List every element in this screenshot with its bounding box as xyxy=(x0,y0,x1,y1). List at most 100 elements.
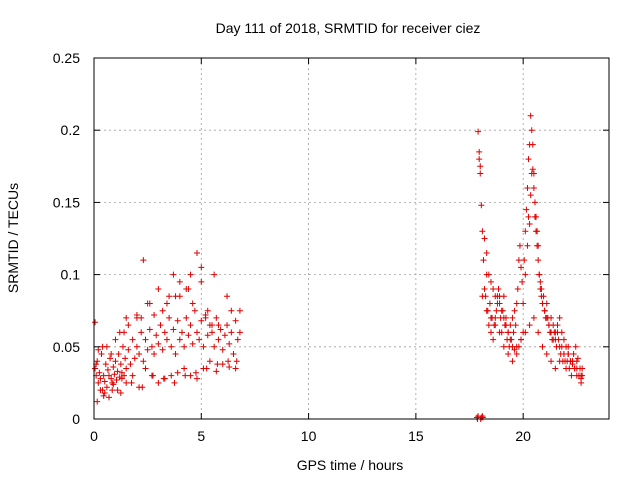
data-point xyxy=(171,379,178,386)
data-point xyxy=(111,371,118,378)
data-point xyxy=(520,300,527,307)
data-point xyxy=(198,264,205,271)
data-point xyxy=(92,319,99,326)
data-point xyxy=(496,329,503,336)
data-point xyxy=(211,343,218,350)
data-point xyxy=(102,361,109,368)
data-point xyxy=(110,364,117,371)
data-point xyxy=(106,394,113,401)
data-point xyxy=(172,351,179,358)
data-point xyxy=(114,387,121,394)
data-point xyxy=(142,365,149,372)
data-point xyxy=(211,271,218,278)
data-point xyxy=(487,314,494,321)
data-point xyxy=(140,358,147,365)
data-point xyxy=(485,322,492,329)
data-point xyxy=(528,170,535,177)
data-point xyxy=(236,307,243,314)
data-point xyxy=(537,278,544,285)
data-point xyxy=(194,375,200,382)
data-point xyxy=(203,365,210,372)
x-tick-label: 0 xyxy=(90,428,98,444)
data-point xyxy=(539,343,546,350)
data-point xyxy=(224,293,231,300)
data-point xyxy=(194,249,200,256)
axis-ticks xyxy=(93,57,609,420)
data-point xyxy=(139,384,146,391)
data-point xyxy=(565,343,572,350)
data-point xyxy=(525,213,532,220)
data-point xyxy=(579,365,586,372)
data-point xyxy=(181,365,188,372)
data-point xyxy=(521,257,528,264)
data-point xyxy=(495,286,502,293)
data-point xyxy=(477,170,484,177)
data-point xyxy=(490,336,497,343)
data-point xyxy=(541,307,548,314)
data-point xyxy=(217,326,224,333)
data-point xyxy=(529,166,536,173)
data-point xyxy=(113,377,120,384)
data-point xyxy=(572,343,579,350)
data-point xyxy=(475,128,482,135)
data-point xyxy=(194,329,200,336)
data-point xyxy=(236,329,243,336)
data-point xyxy=(108,351,115,358)
data-point xyxy=(176,336,183,343)
data-point xyxy=(150,372,157,379)
data-point xyxy=(117,361,124,368)
data-point xyxy=(533,228,540,235)
data-point xyxy=(224,322,231,329)
data-point xyxy=(159,307,166,314)
data-point xyxy=(483,249,490,256)
data-point xyxy=(514,286,521,293)
data-point xyxy=(530,184,537,191)
data-point xyxy=(133,343,140,350)
data-point xyxy=(524,242,531,249)
data-point xyxy=(505,351,512,358)
data-point xyxy=(131,355,138,362)
data-point xyxy=(479,414,486,421)
data-point xyxy=(558,329,565,336)
data-point xyxy=(478,202,485,209)
y-tick-label: 0.25 xyxy=(53,50,80,66)
data-point xyxy=(483,307,490,314)
data-point xyxy=(101,378,108,385)
data-point xyxy=(191,307,198,314)
data-point xyxy=(187,372,194,379)
data-point xyxy=(498,307,505,314)
data-point xyxy=(574,355,581,362)
data-point xyxy=(168,343,175,350)
data-point xyxy=(476,156,483,163)
data-point xyxy=(123,365,130,372)
data-point xyxy=(527,192,534,199)
data-point xyxy=(100,392,107,399)
data-point xyxy=(196,336,203,343)
data-point xyxy=(198,317,205,324)
data-point xyxy=(112,336,119,343)
data-point xyxy=(144,300,151,307)
data-point xyxy=(219,361,226,368)
data-point xyxy=(556,314,563,321)
data-point xyxy=(527,112,534,119)
data-point xyxy=(529,141,536,148)
data-point xyxy=(198,278,205,285)
data-point xyxy=(526,322,533,329)
data-point xyxy=(122,355,129,362)
x-tick-labels: 0 5 10 15 20 xyxy=(90,428,531,444)
data-point xyxy=(525,156,532,163)
data-point xyxy=(204,332,211,339)
data-point xyxy=(513,343,520,350)
data-point xyxy=(202,314,209,321)
data-point xyxy=(480,257,487,264)
data-point xyxy=(528,127,535,134)
data-point xyxy=(487,278,494,285)
data-point xyxy=(95,379,102,386)
data-point xyxy=(226,364,233,371)
data-point xyxy=(486,300,493,307)
data-point xyxy=(519,278,526,285)
data-point xyxy=(108,375,115,382)
data-point xyxy=(226,340,233,347)
data-point xyxy=(503,322,509,329)
